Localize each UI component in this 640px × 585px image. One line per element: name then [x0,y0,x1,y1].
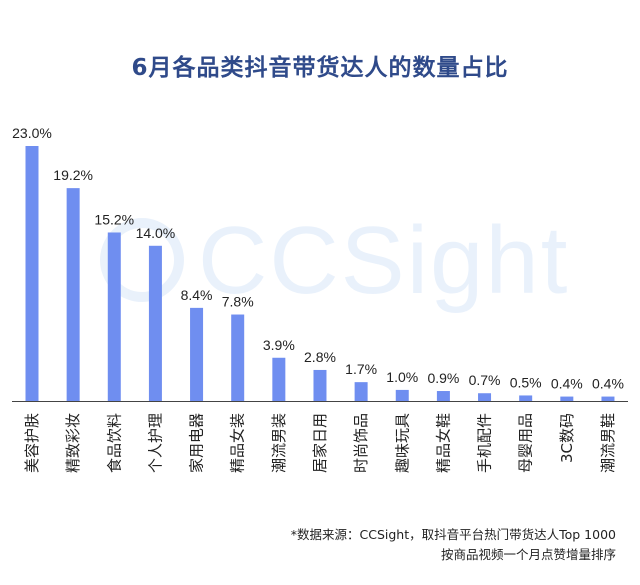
category-label-13: 母婴用品 [517,413,535,473]
value-label-3: 15.2% [94,211,134,227]
category-label-14: 3C数码 [558,413,576,463]
value-label-4: 14.0% [136,225,176,241]
value-label-1: 23.0% [12,125,52,141]
value-label-6: 7.8% [222,294,254,310]
value-label-12: 0.7% [469,372,501,388]
value-label-14: 0.4% [551,376,583,392]
value-label-9: 1.7% [345,361,377,377]
category-label-10: 趣味玩具 [393,413,411,473]
data-source-note: *数据来源：CCSight，取抖音平台热门带货达人Top 1000 按商品视频一… [291,525,616,565]
value-label-15: 0.4% [592,376,624,392]
value-label-5: 8.4% [181,287,213,303]
source-line-2: 按商品视频一个月点赞增量排序 [440,547,616,562]
bar-4 [148,245,162,401]
value-label-8: 2.8% [304,349,336,365]
value-label-2: 19.2% [53,167,93,183]
category-label-9: 时尚饰品 [352,413,370,473]
bar-2 [66,188,80,401]
category-label-5: 家用电器 [188,413,206,473]
category-label-12: 手机配件 [476,413,494,473]
bar-15 [601,396,615,401]
category-label-8: 居家日用 [311,413,329,473]
bar-5 [190,307,204,401]
source-line-1: *数据来源：CCSight，取抖音平台热门带货达人Top 1000 [290,527,616,542]
value-label-7: 3.9% [263,337,295,353]
value-label-11: 0.9% [427,370,459,386]
bar-3 [107,232,121,401]
category-label-6: 精品女装 [229,413,247,473]
bar-14 [560,396,574,401]
category-label-11: 精品女鞋 [434,413,452,473]
bar-10 [395,389,409,401]
category-label-1: 美容护肤 [23,413,41,473]
category-label-2: 精致彩妆 [64,413,82,473]
bar-13 [519,395,533,401]
category-label-3: 食品饮料 [105,413,123,473]
value-label-13: 0.5% [510,374,542,390]
bar-12 [478,393,492,401]
value-label-10: 1.0% [386,369,418,385]
bar-1 [25,146,39,401]
bar-11 [436,391,450,401]
category-label-15: 潮流男鞋 [599,413,617,473]
bar-9 [354,382,368,401]
bar-6 [231,314,245,401]
bar-7 [272,357,286,401]
bar-8 [313,369,327,401]
category-label-7: 潮流男装 [270,413,288,473]
chart-title: 6月各品类抖音带货达人的数量占比 [131,55,509,81]
category-label-4: 个人护理 [146,413,164,473]
